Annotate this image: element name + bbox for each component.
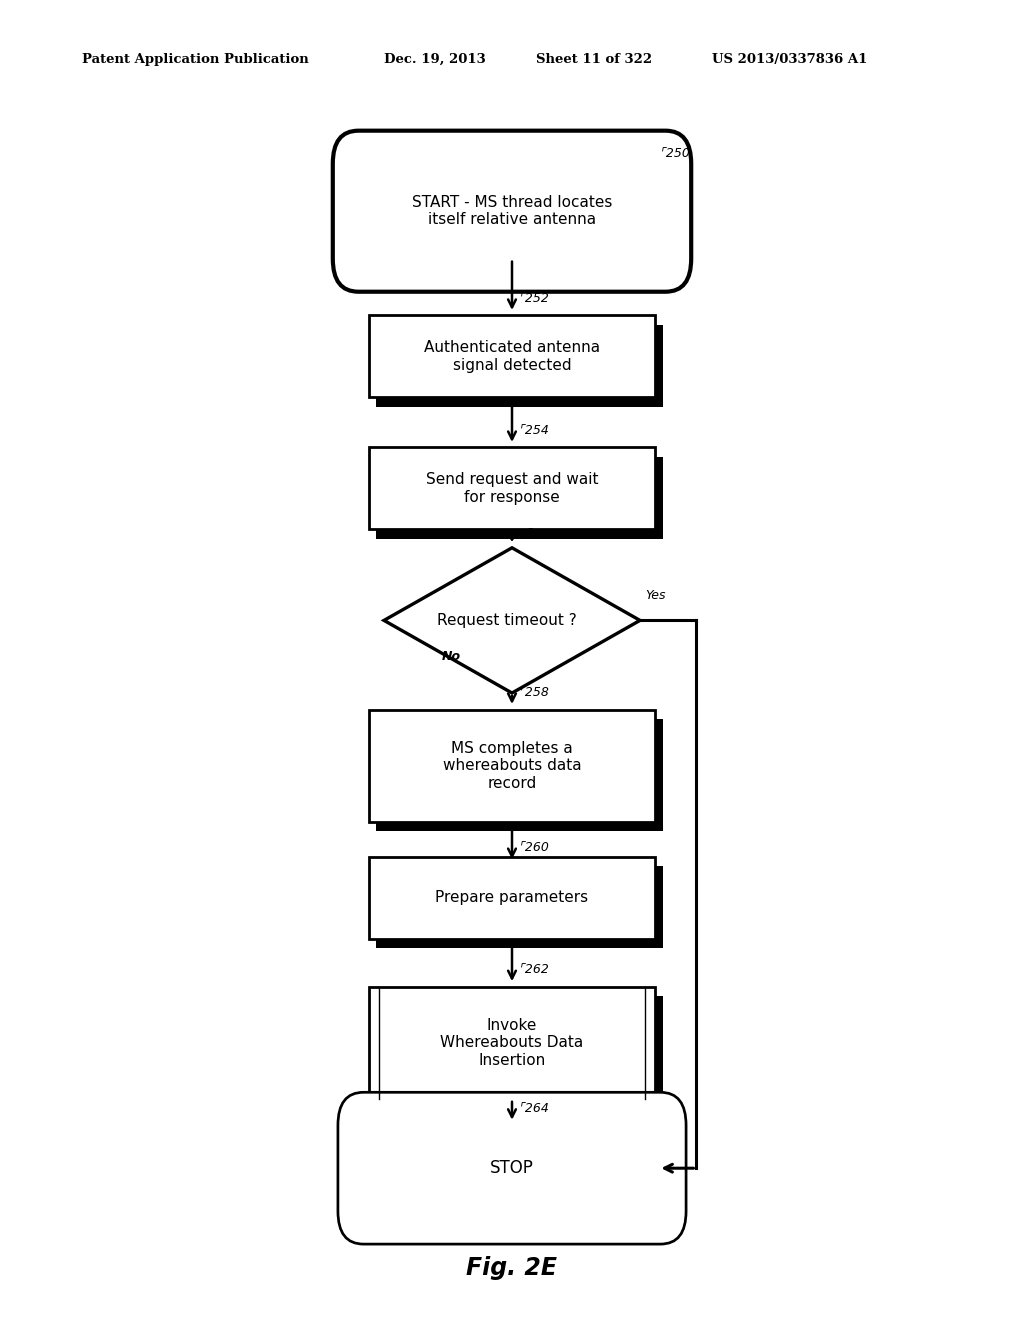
Text: START - MS thread locates
itself relative antenna: START - MS thread locates itself relativ… (412, 195, 612, 227)
Text: ⌜256: ⌜256 (527, 528, 557, 541)
FancyBboxPatch shape (338, 1093, 686, 1243)
Text: Yes: Yes (645, 589, 666, 602)
Bar (369, 857, 655, 939)
Text: Prepare parameters: Prepare parameters (435, 890, 589, 906)
Bar (369, 315, 655, 397)
Text: ⌜250: ⌜250 (660, 147, 690, 160)
Text: Fig. 2E: Fig. 2E (467, 1257, 557, 1280)
Polygon shape (384, 548, 640, 693)
Text: ⌜258: ⌜258 (520, 686, 550, 700)
Text: ⌜264: ⌜264 (520, 1102, 550, 1114)
Text: STOP: STOP (490, 1159, 534, 1177)
Text: ⌜260: ⌜260 (520, 841, 550, 854)
Text: No: No (441, 651, 461, 664)
FancyBboxPatch shape (333, 131, 691, 292)
Bar (369, 447, 655, 529)
Bar (376, 866, 663, 948)
Text: Dec. 19, 2013: Dec. 19, 2013 (384, 53, 485, 66)
Bar (376, 718, 663, 832)
Text: US 2013/0337836 A1: US 2013/0337836 A1 (712, 53, 867, 66)
Text: Patent Application Publication: Patent Application Publication (82, 53, 308, 66)
Bar (369, 710, 655, 821)
Bar (376, 325, 663, 407)
Text: ⌜254: ⌜254 (520, 424, 550, 437)
Bar (369, 987, 655, 1098)
Text: Authenticated antenna
signal detected: Authenticated antenna signal detected (424, 341, 600, 372)
Text: Invoke
Whereabouts Data
Insertion: Invoke Whereabouts Data Insertion (440, 1018, 584, 1068)
Text: Request timeout ?: Request timeout ? (437, 612, 577, 628)
Text: ⌜252: ⌜252 (520, 292, 550, 305)
Text: ⌜262: ⌜262 (520, 964, 550, 977)
Text: Sheet 11 of 322: Sheet 11 of 322 (536, 53, 651, 66)
Bar (376, 995, 663, 1109)
Bar (376, 457, 663, 539)
Text: Send request and wait
for response: Send request and wait for response (426, 473, 598, 504)
Text: MS completes a
whereabouts data
record: MS completes a whereabouts data record (442, 741, 582, 791)
